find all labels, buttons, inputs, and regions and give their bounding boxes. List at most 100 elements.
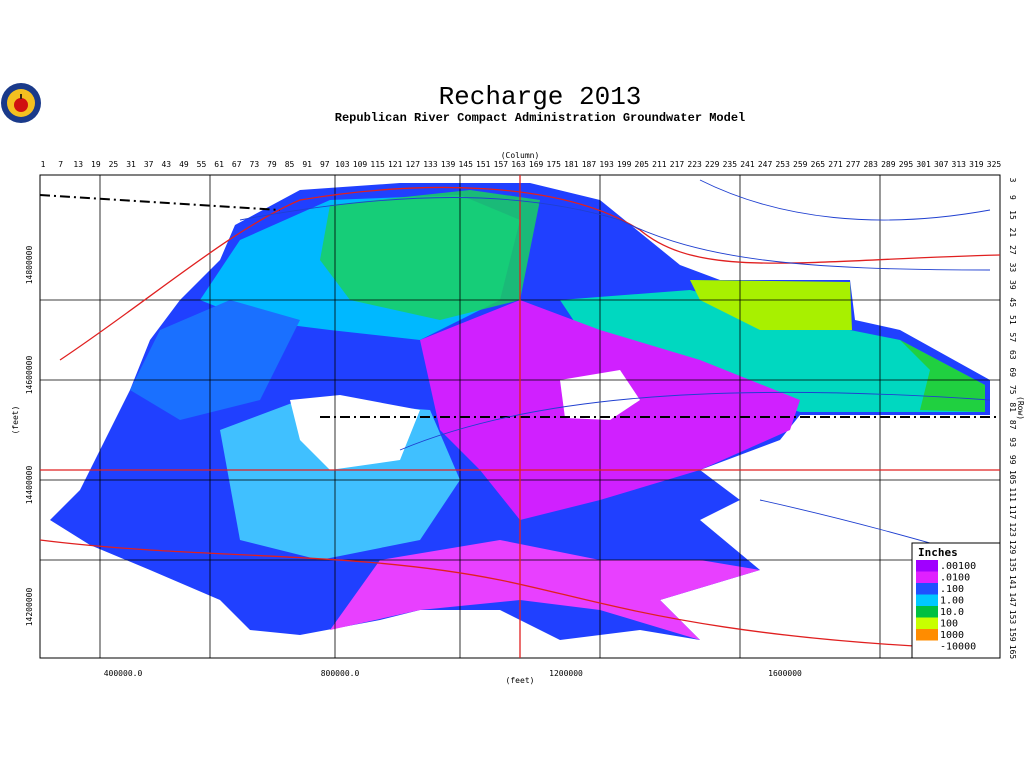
column-tick: 217 [670, 160, 685, 169]
column-tick: 49 [179, 160, 189, 169]
column-tick: 157 [494, 160, 509, 169]
column-tick: 265 [811, 160, 826, 169]
row-tick: 39 [1008, 280, 1017, 290]
column-tick: 91 [302, 160, 312, 169]
row-tick: 159 [1008, 627, 1017, 642]
row-tick: 57 [1008, 333, 1017, 343]
column-tick: 73 [250, 160, 260, 169]
column-tick: 283 [863, 160, 878, 169]
row-tick: 105 [1008, 470, 1017, 485]
legend-swatch [916, 583, 938, 595]
row-tick: 69 [1008, 367, 1017, 377]
x-tick: 800000.0 [321, 669, 360, 678]
row-tick: 21 [1008, 228, 1017, 238]
title: Recharge 2013 [439, 82, 642, 112]
legend-label: 100 [940, 619, 958, 630]
column-tick: 205 [635, 160, 650, 169]
legend-swatch [916, 606, 938, 618]
row-tick: 147 [1008, 592, 1017, 607]
column-tick: 37 [144, 160, 154, 169]
y-tick: 14800000 [25, 246, 34, 285]
column-tick: 67 [232, 160, 242, 169]
column-tick: 247 [758, 160, 773, 169]
row-tick: 3 [1008, 178, 1017, 183]
column-tick: 271 [828, 160, 843, 169]
column-tick: 121 [388, 160, 403, 169]
row-tick: 153 [1008, 610, 1017, 625]
column-tick: 163 [511, 160, 526, 169]
row-tick: 81 [1008, 402, 1017, 412]
legend-swatch [916, 594, 938, 606]
x-tick: 400000.0 [104, 669, 143, 678]
legend-swatch [916, 571, 938, 583]
column-tick: 289 [881, 160, 896, 169]
column-tick: 259 [793, 160, 808, 169]
column-tick: 253 [775, 160, 790, 169]
map [39, 174, 1001, 659]
legend-swatch [916, 629, 938, 641]
column-tick: 25 [109, 160, 119, 169]
column-tick: 13 [73, 160, 83, 169]
column-tick: 103 [335, 160, 350, 169]
legend: Inches .00100.0100.1001.0010.01001000-10… [911, 542, 1001, 659]
legend-title: Inches [918, 546, 958, 559]
row-label: (Row) [1016, 396, 1024, 420]
column-tick: 115 [370, 160, 385, 169]
column-tick: 139 [441, 160, 456, 169]
row-tick: 75 [1008, 385, 1017, 395]
row-tick: 51 [1008, 315, 1017, 325]
row-tick: 33 [1008, 263, 1017, 273]
x-tick: 1600000 [768, 669, 802, 678]
column-tick: 31 [126, 160, 136, 169]
column-tick: 85 [285, 160, 295, 169]
column-tick: 7 [58, 160, 63, 169]
row-tick: 99 [1008, 455, 1017, 465]
column-tick: 127 [406, 160, 421, 169]
subtitle: Republican River Compact Administration … [335, 111, 745, 125]
legend-swatch [916, 617, 938, 629]
row-tick: 117 [1008, 505, 1017, 520]
row-tick: 87 [1008, 420, 1017, 430]
column-tick: 307 [934, 160, 949, 169]
row-tick: 27 [1008, 245, 1017, 255]
column-tick: 43 [161, 160, 171, 169]
legend-swatch [916, 640, 938, 652]
column-tick: 223 [687, 160, 702, 169]
legend-swatch [916, 560, 938, 572]
column-tick: 61 [214, 160, 224, 169]
y-tick: 14600000 [25, 356, 34, 395]
legend-label: 1.00 [940, 596, 964, 607]
legend-label: 10.0 [940, 607, 964, 618]
row-tick: 129 [1008, 540, 1017, 555]
y-label: (feet) [11, 406, 20, 435]
legend-label: .0100 [940, 573, 970, 584]
column-tick: 181 [564, 160, 579, 169]
column-tick: 241 [740, 160, 755, 169]
row-tick: 111 [1008, 487, 1017, 502]
row-tick: 123 [1008, 522, 1017, 537]
column-tick: 295 [899, 160, 914, 169]
row-tick: 63 [1008, 350, 1017, 360]
x-tick: 1200000 [549, 669, 583, 678]
column-tick: 211 [652, 160, 667, 169]
column-tick: 229 [705, 160, 720, 169]
row-tick: 9 [1008, 195, 1017, 200]
row-tick: 135 [1008, 557, 1017, 572]
column-tick: 313 [952, 160, 967, 169]
column-tick: 175 [546, 160, 561, 169]
column-tick: 79 [267, 160, 277, 169]
row-tick: 15 [1008, 210, 1017, 220]
column-tick: 109 [353, 160, 368, 169]
legend-label: .100 [940, 584, 964, 595]
column-tick: 325 [987, 160, 1002, 169]
column-tick: 193 [599, 160, 614, 169]
column-tick: 301 [916, 160, 931, 169]
legend-label: .00100 [940, 561, 976, 572]
column-tick: 133 [423, 160, 438, 169]
column-tick: 277 [846, 160, 861, 169]
row-tick: 45 [1008, 298, 1017, 308]
column-tick: 55 [197, 160, 207, 169]
y-tick: 14400000 [25, 466, 34, 505]
column-tick: 97 [320, 160, 330, 169]
